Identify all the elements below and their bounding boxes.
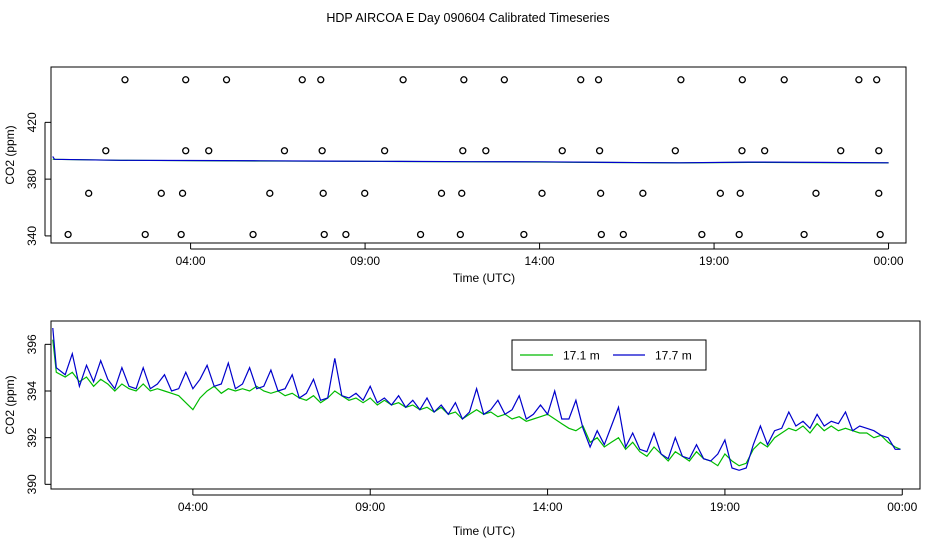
bottom-panel: 04:00 09:00 14:00 19:00 00:00 390 392 394 396 Ti… — [3, 320, 921, 538]
calibration-point — [121, 76, 129, 84]
calibration-point — [458, 189, 466, 197]
calibration-point — [520, 230, 528, 239]
top-axis-ticks: 04:00 09:00 14:00 19:00 00:00 340 380 420 — [25, 112, 904, 268]
calibration-point — [738, 147, 746, 155]
calibration-point — [738, 76, 746, 84]
calibration-point — [875, 189, 883, 197]
calibration-point — [85, 189, 93, 197]
calibration-point — [538, 189, 546, 197]
calibration-point — [361, 189, 369, 197]
calibration-point — [698, 230, 706, 239]
top-x-axis-label: Time (UTC) — [453, 271, 515, 285]
x-tick-label: 19:00 — [699, 254, 729, 268]
x-tick-label: 09:00 — [350, 254, 380, 268]
calibration-point — [460, 76, 468, 84]
y-tick-label: 396 — [25, 334, 39, 354]
x-tick-label: 04:00 — [178, 500, 208, 514]
x-tick-label: 00:00 — [887, 500, 917, 514]
series-line-17-7-m — [52, 156, 889, 164]
series-line-17-1-m — [52, 339, 901, 467]
calibration-point — [399, 76, 407, 84]
legend: 17.1 m 17.7 m — [511, 339, 707, 371]
calibration-point — [157, 189, 165, 197]
calibration-point — [875, 147, 883, 155]
calibration-point — [222, 76, 231, 84]
calibration-point — [558, 147, 566, 155]
calibration-point — [320, 230, 328, 239]
y-tick-label: 340 — [25, 226, 39, 246]
figure-title: HDP AIRCOA E Day 090604 Calibrated Times… — [326, 11, 609, 25]
calibration-point — [456, 230, 465, 239]
calibration-point — [141, 230, 149, 239]
top-plot-frame — [50, 66, 907, 244]
calibration-point — [298, 76, 306, 84]
calibration-point — [416, 230, 425, 239]
calibration-point — [595, 147, 604, 155]
calibration-point — [182, 76, 190, 84]
calibration-point — [873, 76, 881, 84]
x-tick-label: 14:00 — [525, 254, 555, 268]
calibration-point — [182, 147, 190, 155]
calibration-point — [482, 147, 490, 155]
calibration-point — [800, 230, 808, 239]
y-tick-label: 380 — [25, 169, 39, 189]
calibration-point — [735, 230, 743, 239]
y-tick-label: 392 — [25, 427, 39, 447]
calibration-point — [318, 147, 326, 155]
calibration-point — [780, 76, 788, 84]
bottom-series-group — [52, 327, 901, 471]
y-tick-label: 394 — [25, 381, 39, 401]
bottom-plot-frame — [50, 320, 921, 490]
calibration-point — [639, 189, 647, 197]
calibration-point — [761, 147, 769, 155]
bottom-x-axis-label: Time (UTC) — [453, 524, 515, 538]
calibration-point — [102, 147, 110, 155]
series-line-17-7-m — [52, 327, 901, 471]
calibration-point — [280, 147, 289, 155]
y-tick-label: 390 — [25, 474, 39, 494]
x-tick-label: 14:00 — [533, 500, 563, 514]
calibration-point — [812, 189, 820, 197]
calibration-point — [500, 76, 508, 84]
y-tick-label: 420 — [25, 112, 39, 132]
x-tick-label: 00:00 — [874, 254, 904, 268]
calibration-point — [177, 230, 185, 239]
calibration-point — [671, 147, 679, 155]
x-tick-label: 19:00 — [710, 500, 740, 514]
bottom-axis-ticks: 04:00 09:00 14:00 19:00 00:00 390 392 394 396 — [25, 334, 918, 514]
calibration-point — [596, 189, 605, 197]
x-tick-label: 09:00 — [355, 500, 385, 514]
calibration-point — [594, 76, 603, 84]
calibration-point — [597, 230, 605, 239]
calibration-point — [855, 76, 863, 84]
calibration-point — [380, 147, 389, 155]
calibration-point — [64, 230, 72, 239]
calibration-point — [178, 189, 187, 197]
calibration-point — [837, 147, 845, 155]
calibration-point — [437, 189, 446, 197]
calibration-point — [577, 76, 585, 84]
calibration-point — [716, 189, 724, 197]
top-calibration-points — [64, 76, 884, 239]
calibration-point — [876, 230, 884, 239]
calibration-point — [317, 76, 325, 84]
calibration-point — [342, 230, 350, 239]
x-tick-label: 04:00 — [176, 254, 206, 268]
calibration-point — [736, 189, 744, 197]
legend-label-17-1m: 17.1 m — [563, 349, 600, 363]
top-series-group — [52, 156, 889, 164]
calibration-point — [459, 147, 467, 155]
calibration-point — [266, 189, 274, 197]
calibration-point — [249, 230, 257, 239]
calibration-point — [619, 230, 627, 239]
calibration-point — [205, 147, 213, 155]
top-y-axis-label: CO2 (ppm) — [3, 125, 17, 184]
calibration-point — [677, 76, 685, 84]
bottom-y-axis-label: CO2 (ppm) — [3, 375, 17, 434]
calibration-point — [319, 189, 327, 197]
top-panel: 04:00 09:00 14:00 19:00 00:00 340 380 420 Time … — [3, 66, 907, 285]
legend-label-17-7m: 17.7 m — [655, 349, 692, 363]
